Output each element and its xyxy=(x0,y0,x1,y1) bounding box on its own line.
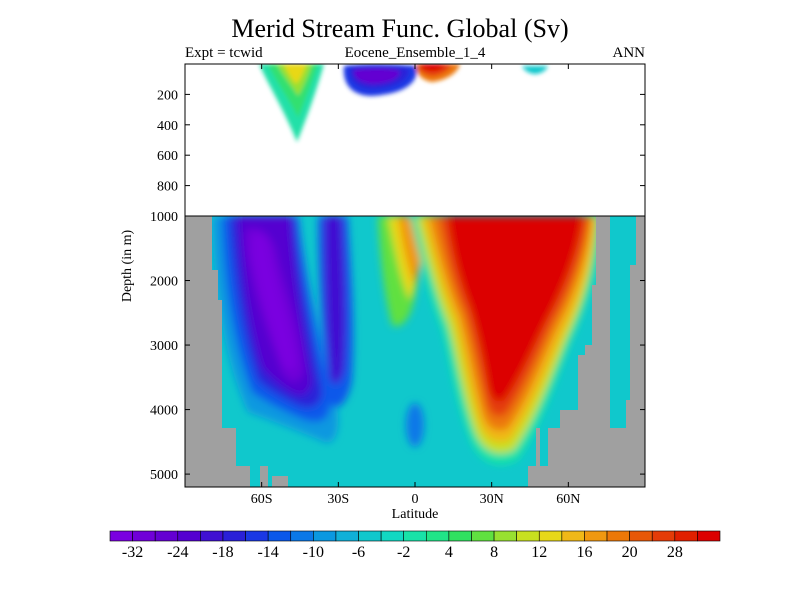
y-tick-label: 3000 xyxy=(150,339,178,354)
axes: 60S 30S 0 30N 60N 200 400 600 800 1000 2000 3000 400… xyxy=(150,64,645,507)
colorbar-swatch xyxy=(697,530,721,542)
x-tick-label: 0 xyxy=(412,492,419,507)
upper-panel xyxy=(184,63,646,217)
colorbar-swatch xyxy=(335,530,359,542)
colorbar-swatch xyxy=(380,530,405,542)
colorbar-label: -14 xyxy=(257,544,278,561)
case-label: Eocene_Ensemble_1_4 xyxy=(344,45,486,61)
colorbar-swatch xyxy=(313,530,337,542)
colorbar-swatch xyxy=(154,530,179,542)
colorbar-swatch xyxy=(177,530,201,542)
colorbar-swatch xyxy=(132,530,156,542)
x-tick-label: 30S xyxy=(327,492,349,507)
lower-panel xyxy=(184,215,646,488)
colorbar-label: 4 xyxy=(445,544,453,561)
colorbar-swatch xyxy=(290,530,314,542)
x-tick-label: 60S xyxy=(251,492,273,507)
colorbar-swatch xyxy=(538,530,563,542)
colorbar-swatch xyxy=(109,530,133,542)
y-tick-label: 600 xyxy=(157,149,178,164)
y-axis-label: Depth (in m) xyxy=(120,229,135,303)
colorbar-label: 20 xyxy=(622,544,638,561)
colorbar-label: -18 xyxy=(212,544,233,561)
chart-title: Merid Stream Func. Global (Sv) xyxy=(231,14,569,43)
colorbar-swatch xyxy=(516,530,540,542)
colorbar-swatch xyxy=(471,530,495,542)
colorbar-swatch xyxy=(222,530,246,542)
colorbar-swatch xyxy=(448,530,472,542)
y-tick-label: 200 xyxy=(157,88,178,103)
colorbar-label: -2 xyxy=(397,544,410,561)
colorbar-swatch xyxy=(425,530,450,542)
colorbar-swatch xyxy=(606,530,630,542)
y-tick-label: 800 xyxy=(157,180,178,195)
colorbar-label: -32 xyxy=(122,544,143,561)
y-tick-label: 2000 xyxy=(150,275,178,290)
season-label: ANN xyxy=(612,45,646,61)
colorbar-label: -10 xyxy=(303,544,324,561)
x-axis-label: Latitude xyxy=(391,507,439,522)
y-tick-label: 5000 xyxy=(150,468,178,483)
colorbar-swatch xyxy=(561,530,585,542)
colorbar-swatch xyxy=(358,530,382,542)
colorbar: -32 -24 -18 -14 -10 -6 -2 4 8 12 16 20 28 xyxy=(109,530,721,561)
y-tick-label: 4000 xyxy=(150,404,178,419)
y-tick-label: 1000 xyxy=(150,210,178,225)
colorbar-label: -24 xyxy=(167,544,188,561)
topography-mask xyxy=(185,216,645,487)
colorbar-label: -6 xyxy=(352,544,365,561)
colorbar-swatch xyxy=(584,530,608,542)
colorbar-swatch xyxy=(674,530,698,542)
colorbar-swatch xyxy=(200,530,224,542)
colorbar-label: 16 xyxy=(576,544,592,561)
colorbar-swatch xyxy=(651,530,676,542)
colorbar-swatch xyxy=(267,530,292,542)
colorbar-label: 8 xyxy=(490,544,498,561)
colorbar-swatch xyxy=(403,530,427,542)
colorbar-swatch xyxy=(493,530,517,542)
x-tick-label: 30N xyxy=(480,492,504,507)
colorbar-swatch xyxy=(629,530,653,542)
x-tick-label: 60N xyxy=(556,492,580,507)
y-tick-label: 400 xyxy=(157,119,178,134)
colorbar-label: 28 xyxy=(667,544,683,561)
experiment-label: Expt = tcwid xyxy=(185,45,263,61)
colorbar-label: 12 xyxy=(531,544,547,561)
colorbar-swatch xyxy=(245,530,269,542)
